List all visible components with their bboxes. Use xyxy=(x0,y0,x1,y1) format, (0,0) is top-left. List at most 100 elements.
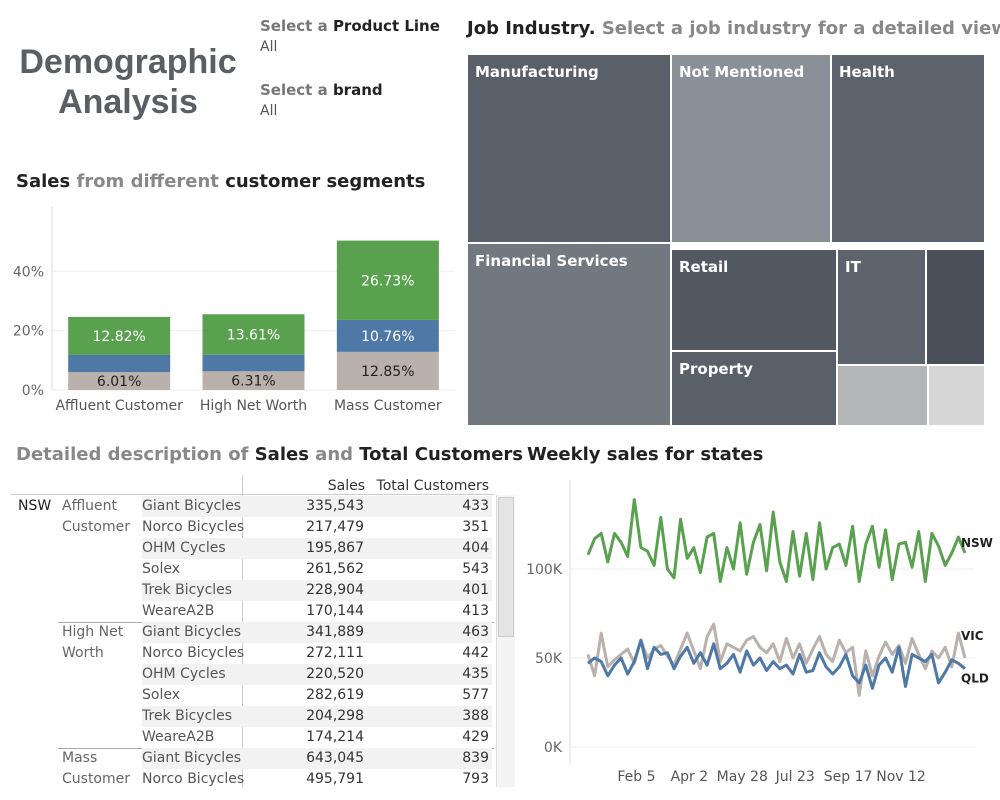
table-brand-cell[interactable]: Giant Bicycles xyxy=(142,624,242,640)
bar-segment[interactable] xyxy=(336,319,439,352)
table-sales-cell[interactable]: 228,904 xyxy=(306,582,364,598)
table-title-part: and xyxy=(308,444,360,465)
table-sales-cell[interactable]: 643,045 xyxy=(306,750,364,766)
segment-label: High Net xyxy=(62,624,124,640)
table-customers-cell[interactable]: 388 xyxy=(462,708,489,724)
tile-retail[interactable]: Retail xyxy=(671,249,837,351)
header-divider xyxy=(10,494,494,495)
tile-it[interactable]: IT xyxy=(837,249,926,365)
bar-segment[interactable] xyxy=(68,316,171,355)
brand-filter: Select a brand All xyxy=(260,81,460,119)
table-scrollbar[interactable] xyxy=(496,495,515,787)
table-brand-cell[interactable]: Norco Bicycles xyxy=(142,519,245,535)
table-sales-cell[interactable]: 282,619 xyxy=(306,687,364,703)
bar-segment[interactable] xyxy=(202,371,305,390)
treemap-title-light: Select a job industry for a detailed vie… xyxy=(601,18,1000,39)
weekly-line-chart: 0K 50K 100K Feb 5 Apr 2 May 28 Jul 23 Sep 17 Nov… xyxy=(526,480,993,785)
tile-small-dark[interactable] xyxy=(926,249,985,365)
series-line-nsw[interactable] xyxy=(586,498,967,583)
table-sales-cell[interactable]: 495,791 xyxy=(306,771,364,787)
header-total-customers[interactable]: Total Customers xyxy=(376,478,489,494)
bar-y-tick: 40% xyxy=(13,264,44,280)
tile-label: Not Mentioned xyxy=(679,63,805,81)
table-customers-cell[interactable]: 543 xyxy=(462,561,489,577)
dashboard-title: Demographic Analysis xyxy=(8,42,248,122)
bar-data-label: 26.73% xyxy=(361,273,414,289)
table-sales-cell[interactable]: 341,889 xyxy=(306,624,364,640)
table-sales-cell[interactable]: 174,214 xyxy=(306,729,364,745)
table-brand-cell[interactable]: Solex xyxy=(142,561,180,577)
bar-data-label: 6.01% xyxy=(97,374,141,390)
row-background xyxy=(142,622,492,643)
table-sales-cell[interactable]: 195,867 xyxy=(306,540,364,556)
table-customers-cell[interactable]: 401 xyxy=(462,582,489,598)
filter-prefix: Select a xyxy=(260,17,328,35)
table-customers-cell[interactable]: 433 xyxy=(462,498,489,514)
table-brand-cell[interactable]: WeareA2B xyxy=(142,603,215,619)
line-x-tick: Jul 23 xyxy=(775,769,815,785)
product-line-select[interactable]: All xyxy=(260,39,278,55)
table-customers-cell[interactable]: 577 xyxy=(462,687,489,703)
bar-segment[interactable] xyxy=(336,240,439,320)
detail-table: Sales Total Customers NSW Affluent Custome… xyxy=(10,475,515,788)
tile-financial-services[interactable]: Financial Services xyxy=(467,243,671,426)
header-sales[interactable]: Sales xyxy=(327,478,365,494)
brand-select[interactable]: All xyxy=(260,103,278,119)
series-line-qld[interactable] xyxy=(587,638,966,690)
bar-segment[interactable] xyxy=(68,354,171,373)
tile-health[interactable]: Health xyxy=(831,54,985,243)
bar-segment[interactable] xyxy=(68,372,171,390)
table-brand-cell[interactable]: Giant Bicycles xyxy=(142,498,242,514)
table-brand-cell[interactable]: Norco Bicycles xyxy=(142,645,245,661)
bar-category-label: Affluent Customer xyxy=(55,398,183,414)
job-industry-treemap: Manufacturing Not Mentioned Health Finan… xyxy=(467,54,985,426)
tile-label: Retail xyxy=(679,258,729,276)
row-background xyxy=(142,706,492,727)
segments-title-part: customer segments xyxy=(225,171,426,192)
table-customers-cell[interactable]: 429 xyxy=(462,729,489,745)
table-customers-cell[interactable]: 839 xyxy=(462,750,489,766)
bar-segment[interactable] xyxy=(202,314,305,355)
tile-not-mentioned[interactable]: Not Mentioned xyxy=(671,54,831,243)
line-x-tick: Sep 17 xyxy=(824,769,873,785)
bar-category-label: Mass Customer xyxy=(334,398,442,414)
tile-property[interactable]: Property xyxy=(671,351,837,426)
table-brand-cell[interactable]: OHM Cycles xyxy=(142,666,226,682)
table-brand-cell[interactable]: Trek Bicycles xyxy=(142,708,233,724)
filter-label: Product Line xyxy=(332,17,440,35)
table-sales-cell[interactable]: 220,520 xyxy=(306,666,364,682)
table-sales-cell[interactable]: 272,111 xyxy=(306,645,364,661)
bar-y-tick: 20% xyxy=(13,324,44,340)
table-customers-cell[interactable]: 463 xyxy=(462,624,489,640)
table-sales-cell[interactable]: 204,298 xyxy=(306,708,364,724)
table-brand-cell[interactable]: WeareA2B xyxy=(142,729,215,745)
table-customers-cell[interactable]: 413 xyxy=(462,603,489,619)
table-brand-cell[interactable]: Trek Bicycles xyxy=(142,582,233,598)
table-sales-cell[interactable]: 261,562 xyxy=(306,561,364,577)
tile-manufacturing[interactable]: Manufacturing xyxy=(467,54,671,243)
bar-segment[interactable] xyxy=(202,354,305,372)
table-brand-cell[interactable]: OHM Cycles xyxy=(142,540,226,556)
line-y-tick: 0K xyxy=(544,740,563,756)
table-brand-cell[interactable]: Solex xyxy=(142,687,180,703)
title-line-1: Demographic xyxy=(19,43,237,81)
row-background xyxy=(142,496,492,517)
tile-label: Financial Services xyxy=(475,252,628,270)
table-customers-cell[interactable]: 793 xyxy=(462,771,489,787)
table-brand-cell[interactable]: Giant Bicycles xyxy=(142,750,242,766)
scrollbar-thumb[interactable] xyxy=(498,497,514,637)
table-customers-cell[interactable]: 442 xyxy=(462,645,489,661)
table-sales-cell[interactable]: 335,543 xyxy=(306,498,364,514)
table-customers-cell[interactable]: 404 xyxy=(462,540,489,556)
table-sales-cell[interactable]: 217,479 xyxy=(306,519,364,535)
bar-segment[interactable] xyxy=(336,351,439,390)
table-sales-cell[interactable]: 170,144 xyxy=(306,603,364,619)
table-customers-cell[interactable]: 435 xyxy=(462,666,489,682)
table-customers-cell[interactable]: 351 xyxy=(462,519,489,535)
table-brand-cell[interactable]: Norco Bicycles xyxy=(142,771,245,787)
line-y-tick: 50K xyxy=(535,651,563,667)
tile-small-light[interactable] xyxy=(928,365,985,426)
tile-small-gray[interactable] xyxy=(837,365,928,426)
treemap-title-bold: Job Industry. xyxy=(467,18,596,39)
table-title-part: Detailed description of xyxy=(16,444,255,465)
